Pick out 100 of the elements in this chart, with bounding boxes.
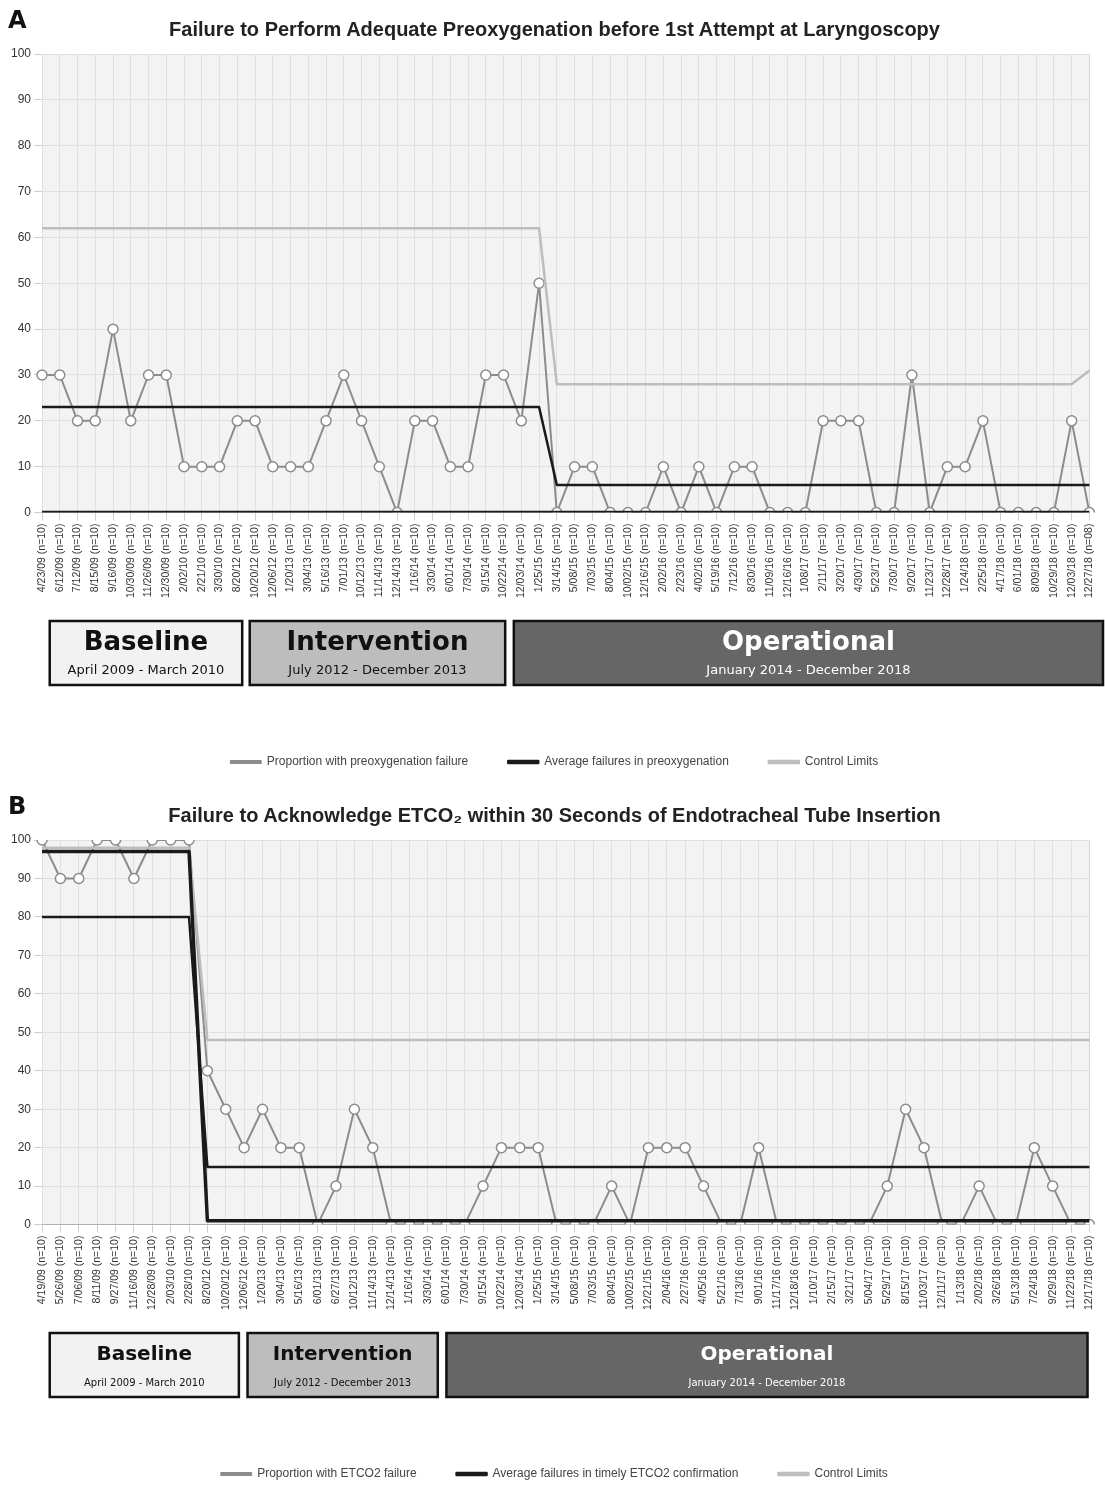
x-tick-label: 12/28/17 (n=10) bbox=[940, 523, 953, 598]
point bbox=[256, 1103, 269, 1115]
legend-label: Average failures in timely ETCO2 confirmation bbox=[492, 1466, 739, 1481]
chart-title: Failure to Perform Adequate Preoxygenation before 1st Attempt at Laryngoscopy bbox=[169, 17, 941, 40]
x-tick-label: 10/22/14 (n=10) bbox=[494, 1235, 507, 1310]
x-tick-label: 7/03/15 (n=10) bbox=[585, 523, 598, 593]
x-tick-label: 5/13/18 (n=10) bbox=[1008, 1235, 1021, 1305]
x-tick-label: 12/14/13 (n=10) bbox=[389, 523, 402, 598]
y-tick-label: 80 bbox=[17, 138, 32, 153]
x-tick-label: 2/04/16 (n=10) bbox=[659, 1235, 672, 1305]
text: A bbox=[8, 6, 27, 35]
x-tick-label: 8/11/09 (n=10) bbox=[90, 1235, 103, 1304]
point bbox=[348, 1103, 361, 1115]
x-tick-label: 3/30/14 (n=10) bbox=[420, 1235, 433, 1305]
x-tick-label: 3/21/17 (n=10) bbox=[843, 1235, 856, 1305]
text: Intervention bbox=[286, 625, 469, 656]
x-tick-label: 6/01/18 (n=10) bbox=[1011, 523, 1024, 593]
x-tick-label: 6/01/14 (n=10) bbox=[439, 1235, 452, 1305]
x-tick-label: 2/23/16 (n=10) bbox=[673, 523, 686, 593]
y-tick-label: 40 bbox=[17, 1063, 32, 1078]
y-tick-label: 60 bbox=[17, 229, 32, 244]
x-tick-label: 10/12/13 (n=10) bbox=[347, 1235, 360, 1310]
x-tick-label: 5/19/16 (n=10) bbox=[709, 523, 722, 593]
x-tick-label: 7/24/18 (n=10) bbox=[1027, 1235, 1040, 1305]
x-tick-label: 8/20/12 (n=10) bbox=[230, 523, 243, 593]
x-tick-label: 10/29/18 (n=10) bbox=[1046, 523, 1059, 598]
text: Baseline bbox=[83, 625, 209, 656]
text: January 2014 - December 2018 bbox=[705, 662, 911, 678]
x-tick-label: 12/14/13 (n=10) bbox=[384, 1235, 397, 1310]
x-tick-label: 5/29/17 (n=10) bbox=[880, 1235, 893, 1305]
x-tick-label: 12/17/18 (n=10) bbox=[1082, 1235, 1095, 1310]
x-tick-label: 1/20/13 (n=10) bbox=[255, 1235, 268, 1305]
x-tick-label: 1/25/15 (n=10) bbox=[531, 523, 544, 593]
x-tick-label: 2/15/17 (n=10) bbox=[825, 1235, 838, 1305]
x-tick-label: 11/03/17 (n=10) bbox=[916, 1235, 929, 1310]
x-tick-label: 7/13/16 (n=10) bbox=[733, 1235, 746, 1305]
x-tick-label: 7/30/14 (n=10) bbox=[457, 1235, 470, 1305]
x-tick-label: 7/30/17 (n=10) bbox=[887, 523, 900, 593]
x-tick-label: 8/15/09 (n=10) bbox=[88, 523, 101, 593]
x-tick-label: 9/20/17 (n=10) bbox=[904, 523, 917, 593]
x-tick-label: 1/08/17 (n=10) bbox=[798, 523, 811, 593]
text: April 2009 - March 2010 bbox=[67, 662, 225, 678]
x-tick-label: 6/12/09 (n=10) bbox=[52, 523, 65, 593]
text: Baseline bbox=[96, 1341, 193, 1366]
x-tick-label: 5/04/17 (n=10) bbox=[861, 1235, 874, 1305]
x-tick-label: 11/16/09 (n=10) bbox=[126, 1235, 139, 1310]
x-tick-label: 2/27/16 (n=10) bbox=[678, 1235, 691, 1305]
x-tick-label: 12/30/09 (n=10) bbox=[159, 523, 172, 598]
x-tick-label: 1/16/14 (n=10) bbox=[402, 1235, 415, 1305]
y-tick-label: 20 bbox=[17, 413, 32, 428]
point bbox=[697, 1180, 710, 1192]
x-tick-label: 11/23/17 (n=10) bbox=[922, 523, 935, 598]
x-tick-label: 12/18/16 (n=10) bbox=[788, 1235, 801, 1310]
text: April 2009 - March 2010 bbox=[84, 1376, 205, 1388]
point bbox=[477, 1180, 489, 1192]
point bbox=[532, 1141, 544, 1154]
x-tick-label: 9/15/14 (n=10) bbox=[478, 523, 491, 593]
x-tick-label: 8/04/15 (n=10) bbox=[602, 523, 615, 593]
x-tick-label: 10/22/14 (n=10) bbox=[496, 523, 509, 598]
x-tick-label: 4/23/09 (n=10) bbox=[34, 523, 47, 593]
x-tick-label: 5/16/13 (n=10) bbox=[292, 1235, 305, 1305]
point bbox=[514, 1141, 526, 1154]
point bbox=[899, 1103, 912, 1115]
x-tick-label: 2/11/17 (n=10) bbox=[816, 523, 829, 592]
x-tick-label: 12/16/16 (n=10) bbox=[780, 523, 793, 598]
x-tick-label: 7/03/15 (n=10) bbox=[586, 1235, 599, 1305]
y-tick-label: 50 bbox=[17, 1024, 32, 1039]
text: B bbox=[8, 792, 27, 821]
y-tick-label: 40 bbox=[17, 321, 32, 336]
x-tick-label: 6/01/13 (n=10) bbox=[310, 1235, 323, 1305]
x-tick-label: 12/21/15 (n=10) bbox=[641, 1235, 654, 1310]
x-tick-label: 12/11/17 (n=10) bbox=[935, 1235, 948, 1310]
y-tick-label: 80 bbox=[17, 909, 32, 924]
y-tick-label: 60 bbox=[17, 986, 32, 1001]
x-tick-label: 10/12/13 (n=10) bbox=[354, 523, 367, 598]
x-tick-label: 3/04/13 (n=10) bbox=[301, 523, 314, 593]
point bbox=[238, 1141, 250, 1154]
x-tick-label: 3/30/10 (n=10) bbox=[212, 523, 225, 593]
x-tick-label: 1/13/18 (n=10) bbox=[953, 1235, 966, 1305]
x-tick-label: 10/30/09 (n=10) bbox=[123, 523, 136, 598]
point bbox=[1028, 1141, 1041, 1154]
y-tick-label: 50 bbox=[17, 275, 32, 290]
text: Operational bbox=[721, 625, 895, 656]
point bbox=[293, 1141, 306, 1154]
x-tick-label: 10/02/15 (n=10) bbox=[622, 1235, 635, 1310]
x-tick-label: 12/03/14 (n=10) bbox=[514, 523, 527, 598]
x-tick-label: 9/01/16 (n=10) bbox=[751, 1235, 764, 1305]
y-tick-label: 100 bbox=[10, 832, 32, 847]
legend-label: Control Limits bbox=[804, 754, 879, 769]
x-tick-label: 7/12/16 (n=10) bbox=[727, 523, 740, 593]
point bbox=[661, 1141, 673, 1154]
x-tick-label: 3/26/18 (n=10) bbox=[990, 1235, 1003, 1305]
x-tick-label: 12/06/12 (n=10) bbox=[237, 1235, 250, 1310]
x-tick-label: 5/26/09 (n=10) bbox=[53, 1235, 66, 1305]
y-tick-label: 30 bbox=[17, 1101, 32, 1116]
x-tick-label: 11/14/13 (n=10) bbox=[372, 523, 385, 598]
point bbox=[220, 1103, 232, 1115]
x-tick-label: 9/16/09 (n=10) bbox=[105, 523, 118, 593]
text: Intervention bbox=[272, 1341, 413, 1366]
point bbox=[679, 1141, 691, 1154]
